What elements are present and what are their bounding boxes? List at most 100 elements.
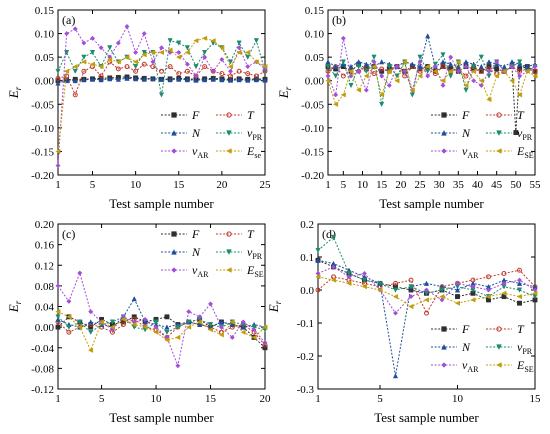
data-point [81, 77, 87, 83]
y-tick-label: 0.15 [35, 5, 55, 17]
legend-marker [171, 112, 177, 118]
data-point [158, 49, 164, 56]
data-point [251, 334, 257, 341]
data-point [325, 73, 331, 79]
series-1 [55, 316, 268, 348]
data-point [236, 45, 242, 51]
legend-entry: F [191, 227, 200, 241]
legend-entry: vAR [462, 358, 479, 374]
data-point [107, 76, 113, 82]
data-point [251, 327, 257, 333]
data-point [236, 40, 242, 46]
data-point [55, 314, 61, 320]
data-point [517, 59, 523, 65]
data-point [509, 78, 515, 84]
data-point [417, 68, 423, 74]
series-line [327, 38, 536, 97]
data-point [210, 76, 216, 82]
data-point [315, 287, 321, 293]
y-tick-label: 0.05 [305, 52, 325, 64]
data-point [425, 68, 431, 75]
data-point [439, 297, 445, 303]
data-point [107, 45, 113, 51]
data-point [325, 78, 331, 84]
data-point [167, 64, 173, 70]
data-point [408, 277, 414, 283]
data-point [81, 54, 87, 60]
data-point [478, 54, 484, 60]
data-point [253, 77, 259, 83]
data-point [471, 78, 477, 84]
legend-marker [441, 130, 447, 136]
data-point [425, 33, 431, 39]
data-point [346, 280, 352, 287]
data-point [478, 78, 484, 84]
legend-marker [226, 267, 232, 273]
data-point [55, 309, 61, 315]
data-point [455, 294, 460, 300]
y-tick-label: 0.1 [300, 252, 314, 264]
data-point [98, 319, 105, 325]
data-point [417, 63, 423, 70]
data-point [219, 77, 225, 83]
data-point [401, 59, 408, 65]
legend-marker [171, 231, 177, 237]
x-tick-label: 15 [205, 393, 217, 405]
data-point [153, 324, 159, 330]
x-tick-label: 10 [357, 179, 369, 191]
data-point [340, 92, 346, 98]
data-point [517, 73, 523, 79]
data-point [485, 293, 491, 300]
data-point [471, 64, 477, 70]
data-point [88, 329, 94, 336]
legend: F T N vPR vAR Ese [161, 108, 263, 160]
data-point [72, 26, 78, 32]
data-point [432, 68, 438, 74]
data-point [141, 76, 147, 82]
data-point [439, 293, 445, 300]
legend-entry: vPR [517, 340, 533, 356]
data-point [120, 316, 126, 322]
series-4 [55, 270, 268, 369]
x-tick-label: 20 [260, 393, 272, 405]
legend-entry: ESE [246, 263, 264, 279]
x-tick-label: 20 [216, 179, 228, 191]
y-tick-label: 0.04 [35, 302, 55, 314]
data-point [440, 78, 446, 84]
data-point [371, 54, 377, 60]
data-point [164, 324, 170, 330]
data-point [486, 274, 491, 280]
data-point [386, 82, 392, 88]
series-line [57, 61, 266, 97]
data-point [186, 319, 192, 325]
data-point [227, 68, 234, 74]
data-point [517, 68, 523, 74]
data-point [72, 92, 78, 98]
data-point [153, 319, 159, 325]
data-point [120, 322, 126, 328]
data-point [355, 87, 362, 93]
data-point [87, 347, 94, 353]
series-line [57, 311, 266, 352]
data-point [333, 63, 339, 70]
data-point [494, 59, 500, 65]
data-point [164, 314, 170, 320]
series-line [327, 63, 536, 133]
data-point [516, 287, 523, 293]
series-2 [325, 33, 538, 70]
data-point [98, 77, 104, 83]
data-point [379, 73, 385, 79]
data-point [463, 64, 469, 70]
data-point [176, 40, 182, 46]
data-point [379, 59, 385, 65]
legend-marker [171, 267, 177, 273]
y-axis-title: Er [266, 300, 283, 313]
data-point [325, 59, 331, 65]
data-point [333, 92, 339, 98]
data-point [72, 63, 78, 70]
data-point [393, 280, 398, 286]
y-tick-label: 0.00 [35, 76, 55, 88]
data-point [440, 64, 446, 70]
data-point [193, 64, 199, 70]
data-point [197, 321, 203, 327]
